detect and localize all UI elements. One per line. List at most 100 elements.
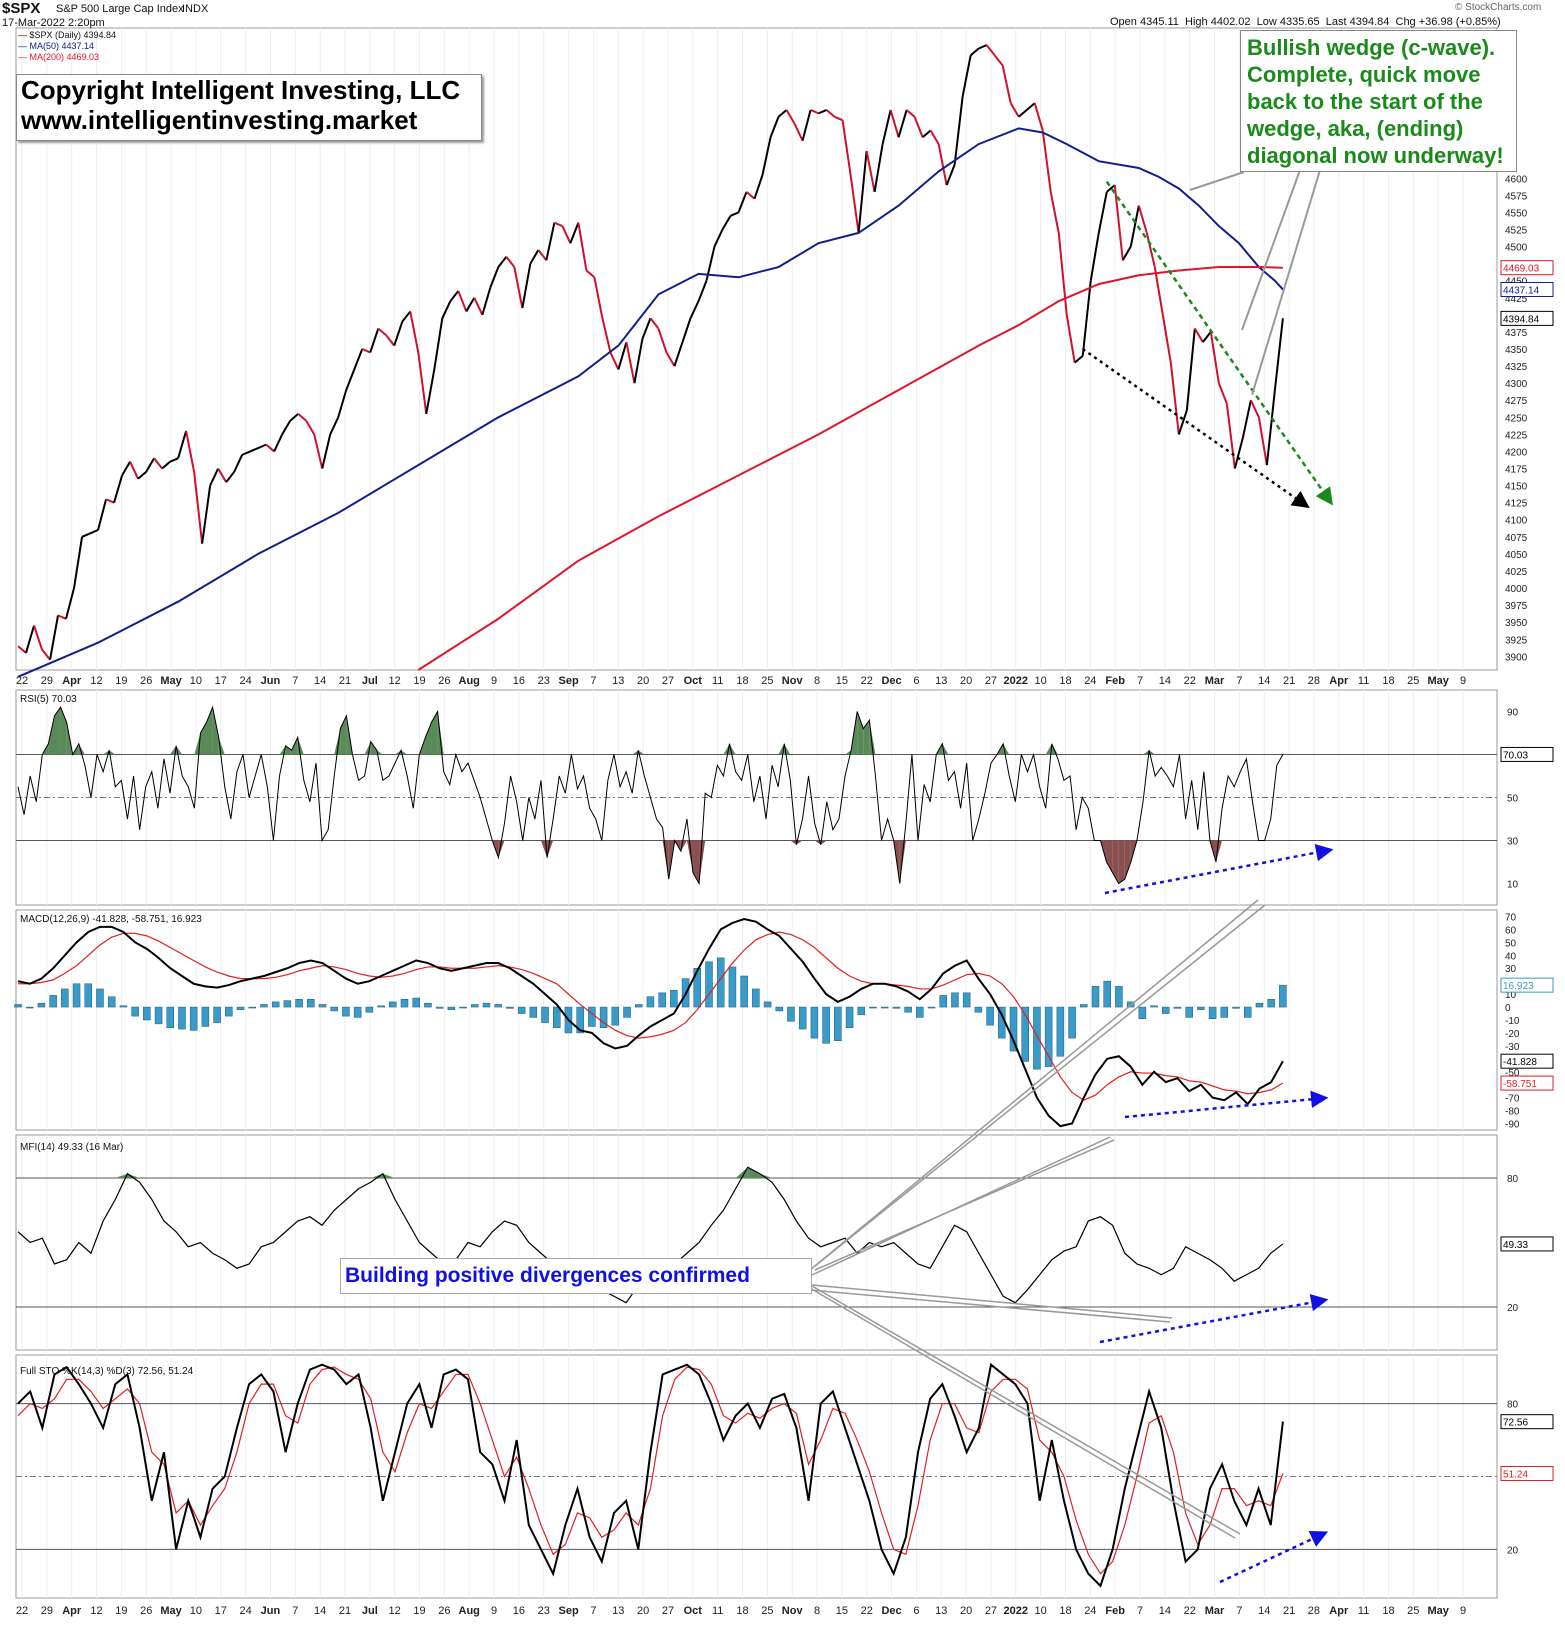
x-tick-label: 9 [1460, 675, 1466, 687]
macd-histogram-bar [1056, 1006, 1065, 1057]
price-line-segment [1106, 184, 1116, 193]
price-y-tick: 4600 [1505, 174, 1528, 185]
macd-y-tick: -20 [1505, 1029, 1520, 1040]
x-tick-label: 15 [836, 675, 848, 687]
macd-histogram-bar [131, 1006, 139, 1017]
price-line-segment [345, 369, 356, 391]
x-tick-label: Apr [1329, 1605, 1349, 1617]
x-tick-label: 14 [1159, 1605, 1171, 1617]
ohlc-readout: Open 4345.11 High 4402.02 Low 4335.65 La… [1110, 16, 1501, 28]
price-y-tick: 4225 [1505, 430, 1528, 441]
rsi-oversold-fill [693, 840, 700, 884]
macd-histogram-bar [330, 1006, 338, 1012]
rsi-overbought-fill [212, 707, 219, 755]
macd-histogram-bar [260, 1004, 268, 1008]
price-line-segment [441, 300, 452, 319]
price-line-segment [818, 109, 827, 115]
price-line-segment [1217, 382, 1228, 405]
sto-divergence-arrow [1219, 1530, 1329, 1584]
macd-histogram-bar [166, 1006, 175, 1029]
price-line-segment [1018, 109, 1028, 118]
rsi-line [17, 705, 1284, 886]
rsi-oversold-fill [796, 840, 803, 845]
sto-k-tag: 72.56 [1503, 1418, 1528, 1429]
price-line-segment [65, 587, 76, 620]
price-line-segment [1233, 437, 1244, 469]
macd-y-tick: -10 [1505, 1016, 1520, 1027]
x-tick-label: 18 [1059, 1605, 1071, 1617]
x-tick-label: 18 [736, 1605, 748, 1617]
x-tick-label: 8 [814, 1605, 820, 1617]
rsi-overbought-fill [78, 743, 85, 755]
macd-histogram-bar [342, 1006, 350, 1017]
sto-k-line [17, 1362, 1284, 1588]
x-tick-label: Dec [881, 1605, 901, 1617]
price-line-segment [401, 310, 412, 323]
copyright-line2: www.intelligentinvesting.market [21, 105, 418, 135]
x-tick-label: 12 [389, 1605, 401, 1617]
macd-histogram-bar [529, 1006, 538, 1018]
x-tick-label: 21 [339, 1605, 351, 1617]
rsi-last-tag: 70.03 [1503, 750, 1528, 761]
macd-histogram-bar [1208, 1006, 1217, 1019]
x-tick-label: Mar [1205, 1605, 1225, 1617]
rsi-oversold-fill [547, 840, 554, 858]
sto-d-tag-box [1500, 1465, 1554, 1481]
price-line-segment [1074, 355, 1084, 364]
price-y-tick: 4025 [1505, 567, 1528, 578]
price-y-tick: 4200 [1505, 447, 1528, 458]
price-line-segment [185, 430, 196, 473]
x-tick-label: 27 [662, 675, 674, 687]
price-line-segment [913, 116, 924, 138]
price-line-segment [73, 536, 84, 589]
macd-histogram-bar [916, 1006, 924, 1018]
price-line-segment [633, 338, 644, 384]
price-line-segment [393, 321, 404, 346]
price-line-segment [305, 420, 316, 435]
rsi-oversold-fill [790, 840, 797, 845]
x-tick-label: 14 [1258, 1605, 1270, 1617]
price-line-segment [337, 389, 348, 418]
price-line-segment [769, 116, 780, 138]
macd-histogram-bar [84, 983, 93, 1008]
panel-frame [15, 909, 1498, 1131]
rsi-overbought-fill [54, 707, 61, 755]
rsi-overbought-fill [425, 722, 432, 755]
x-tick-label: 11 [712, 675, 723, 687]
mfi-y-tick: 80 [1507, 1174, 1519, 1185]
mfi-last-tag-box [1500, 1236, 1554, 1252]
price-line-segment [233, 454, 244, 473]
x-tick-label: 11 [1358, 675, 1369, 687]
price-line-segment [217, 468, 228, 483]
rsi-overbought-fill [869, 720, 876, 755]
price-line-segment [41, 648, 51, 661]
price-line-segment [105, 498, 115, 504]
price-line-segment [49, 615, 60, 660]
rsi-divergence-arrow [1104, 844, 1334, 895]
x-tick-label: 19 [115, 675, 127, 687]
price-line-segment [489, 266, 500, 288]
price-y-tick: 4550 [1505, 208, 1528, 219]
x-tick-label: 25 [1407, 1605, 1419, 1617]
macd-histogram-bar [143, 1006, 151, 1021]
x-tick-label: 8 [814, 675, 820, 687]
macd-histogram-bar [1162, 1006, 1170, 1014]
macd-y-tick: 30 [1505, 964, 1517, 975]
macd-histogram-bar [1267, 999, 1275, 1008]
price-y-tick: 4350 [1505, 345, 1528, 356]
macd-histogram-bar [1115, 986, 1123, 1008]
price-y-tick: 4075 [1505, 533, 1528, 544]
rsi-overbought-fill [857, 711, 864, 755]
x-tick-label: 11 [712, 1605, 723, 1617]
x-tick-label: 7 [292, 1605, 298, 1617]
x-tick-label: Sep [558, 675, 578, 687]
macd-histogram-bar [1197, 1006, 1205, 1010]
x-tick-label: 22 [16, 1605, 28, 1617]
macd-histogram-bar [1091, 986, 1100, 1008]
rsi-oversold-fill [820, 840, 827, 845]
price-y-tick: 4275 [1505, 396, 1528, 407]
macd-histogram-bar [236, 1006, 245, 1010]
price-line-segment [537, 249, 548, 261]
price-line-segment [457, 290, 468, 312]
price-line-segment [601, 318, 612, 353]
